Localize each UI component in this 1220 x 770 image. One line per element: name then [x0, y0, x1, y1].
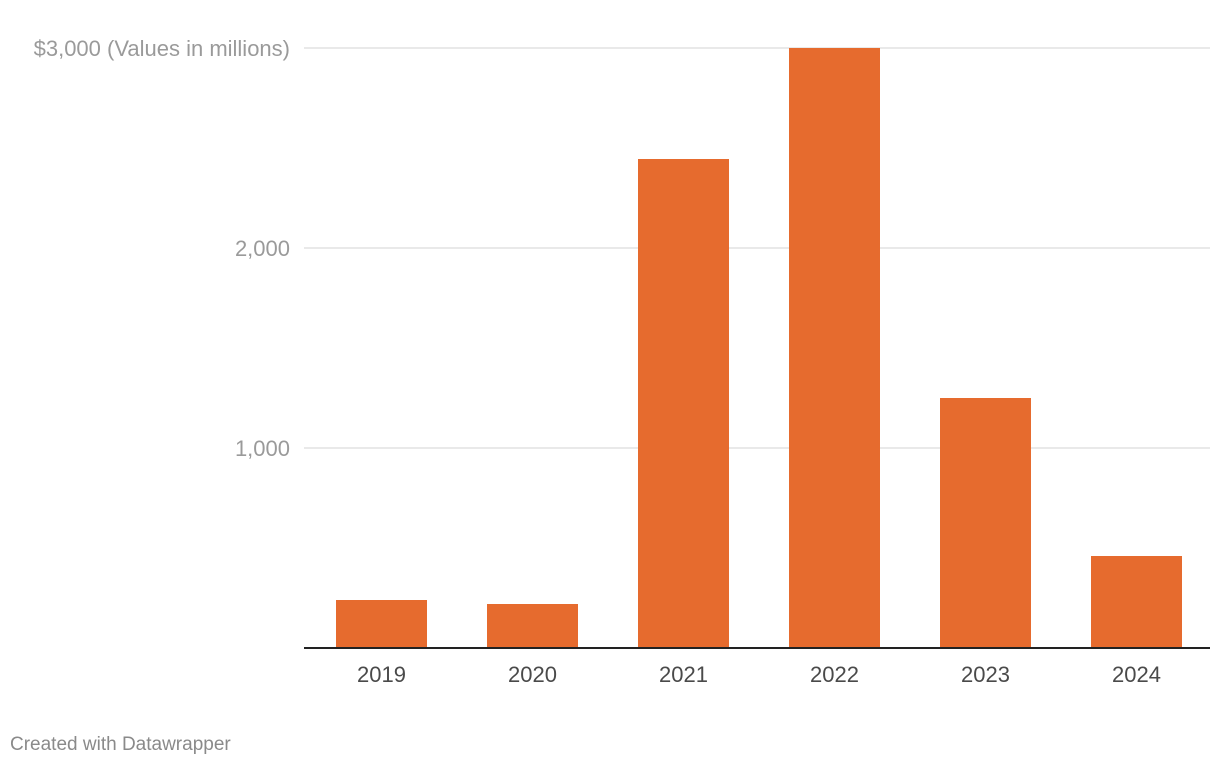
y-tick-label: $3,000 (Values in millions)	[34, 36, 290, 61]
datawrapper-credit: Created with Datawrapper	[10, 734, 231, 755]
bar-2024	[1091, 556, 1182, 648]
x-category-label: 2020	[508, 662, 557, 687]
x-category-label: 2023	[961, 662, 1010, 687]
bar-2019	[336, 600, 427, 648]
y-tick-label: 2,000	[235, 236, 290, 261]
bar-2020	[487, 604, 578, 648]
x-axis-category-labels: 2019 2020 2021 2022 2023 2024	[357, 662, 1161, 687]
bar-2023	[940, 398, 1031, 648]
y-tick-label: 1,000	[235, 436, 290, 461]
x-category-label: 2022	[810, 662, 859, 687]
x-category-label: 2021	[659, 662, 708, 687]
x-category-label: 2019	[357, 662, 406, 687]
y-axis-tick-labels: 1,000 2,000 $3,000 (Values in millions)	[34, 36, 290, 461]
gridlines	[304, 47, 1210, 449]
bar-2022	[789, 48, 880, 648]
bar-2021	[638, 159, 729, 648]
bars	[336, 48, 1182, 648]
x-category-label: 2024	[1112, 662, 1161, 687]
